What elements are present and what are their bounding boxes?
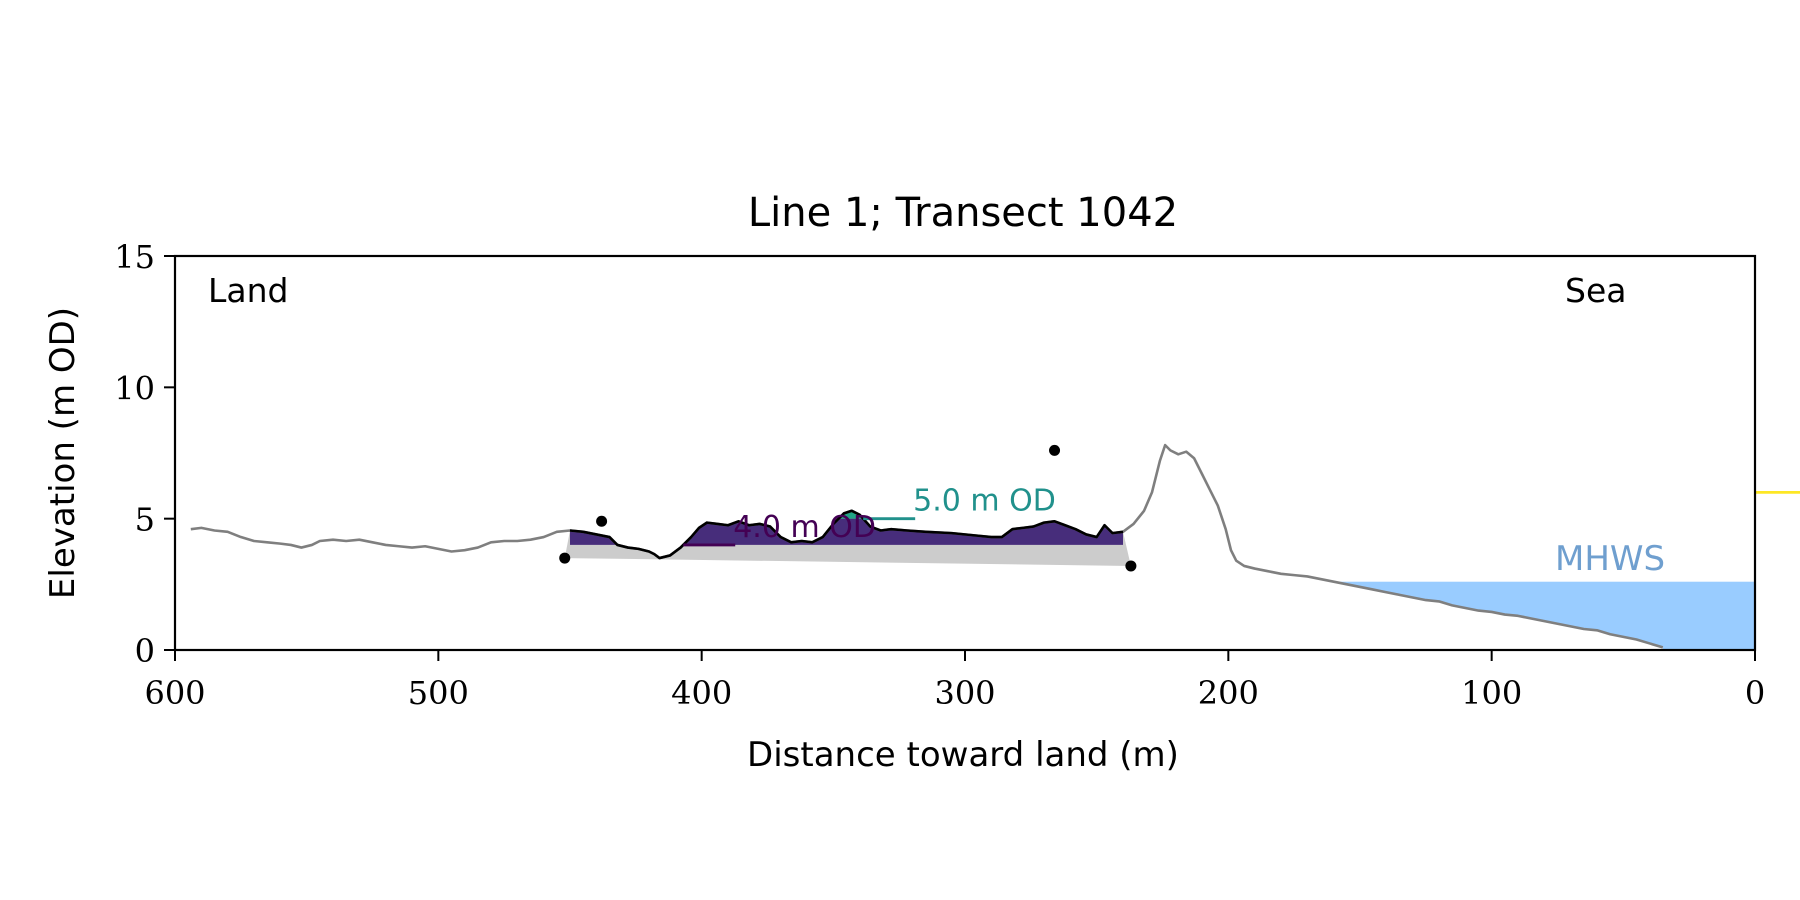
sea-label: Sea (1565, 271, 1626, 310)
dune-outline (569, 509, 1124, 560)
x-tick-label: 500 (408, 674, 469, 712)
land-label: Land (208, 271, 288, 310)
level-band-fill (838, 510, 864, 519)
y-tick-label: 5 (135, 501, 155, 539)
chart-title: Line 1; Transect 1042 (748, 190, 1178, 236)
y-tick-label: 0 (135, 632, 155, 670)
dune-marker-point (1049, 444, 1061, 456)
x-tick-label: 100 (1461, 674, 1522, 712)
plot-area: 6.0 m OD5.0 m OD4.0 m OD (190, 443, 1800, 650)
axis-ticks: 600 500 400 300 200 100 0 0 5 10 15 (114, 238, 1765, 712)
y-tick-label: 10 (114, 369, 155, 407)
x-tick-label: 600 (144, 674, 205, 712)
dune-marker-point (559, 552, 571, 564)
y-axis-label: Elevation (m OD) (43, 307, 83, 599)
level-band-fill (570, 518, 1123, 545)
dune-marker-point (596, 515, 608, 527)
level-label: 4.0 m OD (733, 510, 876, 545)
x-tick-label: 300 (934, 674, 995, 712)
x-tick-label: 0 (1745, 674, 1765, 712)
y-tick-label: 15 (114, 238, 155, 276)
dune-marker-point (1125, 560, 1137, 572)
level-label: 5.0 m OD (913, 484, 1056, 519)
mhws-label: MHWS (1555, 539, 1665, 579)
x-tick-label: 200 (1198, 674, 1259, 712)
x-tick-label: 400 (671, 674, 732, 712)
x-axis-label: Distance toward land (m) (747, 735, 1179, 775)
